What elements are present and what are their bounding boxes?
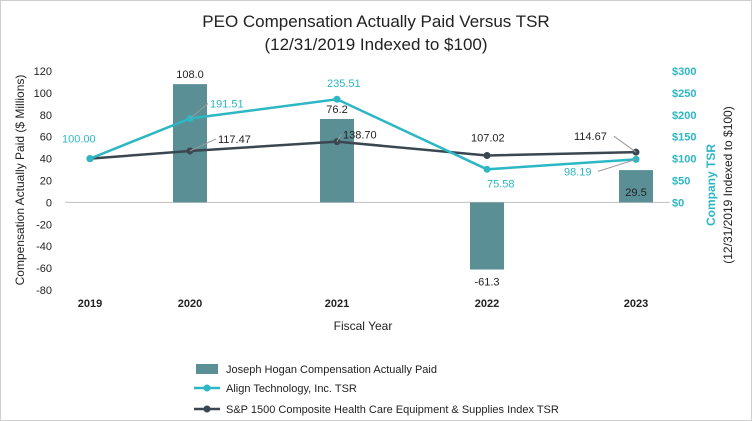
y-axis-right-title: Company TSR (704, 144, 718, 226)
index-data-label: 138.70 (343, 130, 377, 142)
legend-label: S&P 1500 Composite Health Care Equipment… (226, 404, 559, 416)
y-tick-label: 20 (40, 176, 52, 188)
index-line (89, 140, 637, 160)
index-point-2022 (483, 152, 491, 160)
label-leader (189, 138, 217, 152)
tsr-data-label: 98.19 (564, 166, 592, 178)
bar-data-label: -61.3 (474, 277, 499, 289)
y-axis-right: $300 $250 $200 $150 $100 $50 $0 (672, 66, 696, 209)
y-tick-label: 40 (40, 154, 52, 166)
tsr-point-2021 (333, 95, 341, 103)
y-right-tick-label: $200 (672, 110, 696, 122)
data-labels: 108.0 76.2 -61.3 29.5 100.00 191.51 235.51 75.5… (62, 69, 647, 288)
index-data-label: 107.02 (471, 133, 505, 145)
bar-data-label: 76.2 (326, 104, 347, 116)
y-axis-right-subtitle: (12/31/2019 Indexed to $100) (721, 106, 735, 263)
legend-swatch-marker (203, 405, 211, 413)
y-axis-title: Compensation Actually Paid ($ Millions) (13, 75, 27, 286)
label-leader (597, 158, 637, 172)
bar-2023 (619, 170, 653, 203)
y-tick-label: -40 (36, 241, 52, 253)
y-right-tick-label: $50 (672, 176, 690, 188)
x-tick-label: 2019 (78, 298, 102, 310)
y-tick-label: 120 (34, 66, 52, 78)
x-tick-label: 2023 (624, 298, 648, 310)
label-leader (336, 134, 342, 142)
chart-title: PEO Compensation Actually Paid Versus TS… (202, 12, 549, 31)
y-tick-label: 60 (40, 132, 52, 144)
label-leader (613, 135, 637, 153)
legend: Joseph Hogan Compensation Actually Paid A… (194, 364, 559, 416)
x-tick-label: 2020 (178, 298, 202, 310)
x-tick-label: 2021 (325, 298, 349, 310)
legend-swatch-marker (203, 384, 211, 392)
tsr-data-label: 75.58 (487, 178, 515, 190)
bar-2021 (320, 118, 354, 203)
y-tick-label: -60 (36, 263, 52, 275)
y-right-tick-label: $300 (672, 66, 696, 78)
y-right-tick-label: $150 (672, 132, 696, 144)
x-axis-title: Fiscal Year (334, 319, 393, 333)
tsr-point-2019 (86, 155, 94, 163)
index-data-label: 117.47 (218, 134, 251, 146)
label-leader (189, 103, 209, 119)
legend-label: Align Technology, Inc. TSR (226, 383, 357, 395)
tsr-point-2022 (483, 165, 491, 173)
y-right-tick-label: $0 (672, 197, 684, 209)
bar-2022 (470, 202, 504, 270)
index-data-label: 114.67 (574, 131, 607, 143)
bar-data-label: 29.5 (625, 187, 646, 199)
y-tick-label: 100 (34, 88, 52, 100)
x-axis: 2019 2020 2021 2022 2023 (78, 298, 648, 310)
y-tick-label: -80 (36, 285, 52, 297)
tsr-data-label: 191.51 (210, 99, 244, 111)
bar-2020 (173, 84, 207, 203)
x-tick-label: 2022 (475, 298, 499, 310)
legend-swatch-bar (196, 364, 218, 374)
y-right-tick-label: $100 (672, 154, 696, 166)
tsr-data-label: 100.00 (62, 134, 96, 146)
y-tick-label: -20 (36, 219, 52, 231)
y-tick-label: 0 (46, 197, 52, 209)
legend-label: Joseph Hogan Compensation Actually Paid (226, 364, 437, 376)
bar-data-label: 108.0 (176, 69, 204, 81)
y-right-tick-label: $250 (672, 88, 696, 100)
y-tick-label: 80 (40, 110, 52, 122)
bar-series (173, 84, 653, 270)
y-axis-left: 120 100 80 60 40 20 0 -20 -40 -60 -80 (34, 66, 52, 297)
tsr-data-label: 235.51 (327, 78, 361, 90)
chart-subtitle: (12/31/2019 Indexed to $100) (264, 35, 487, 54)
